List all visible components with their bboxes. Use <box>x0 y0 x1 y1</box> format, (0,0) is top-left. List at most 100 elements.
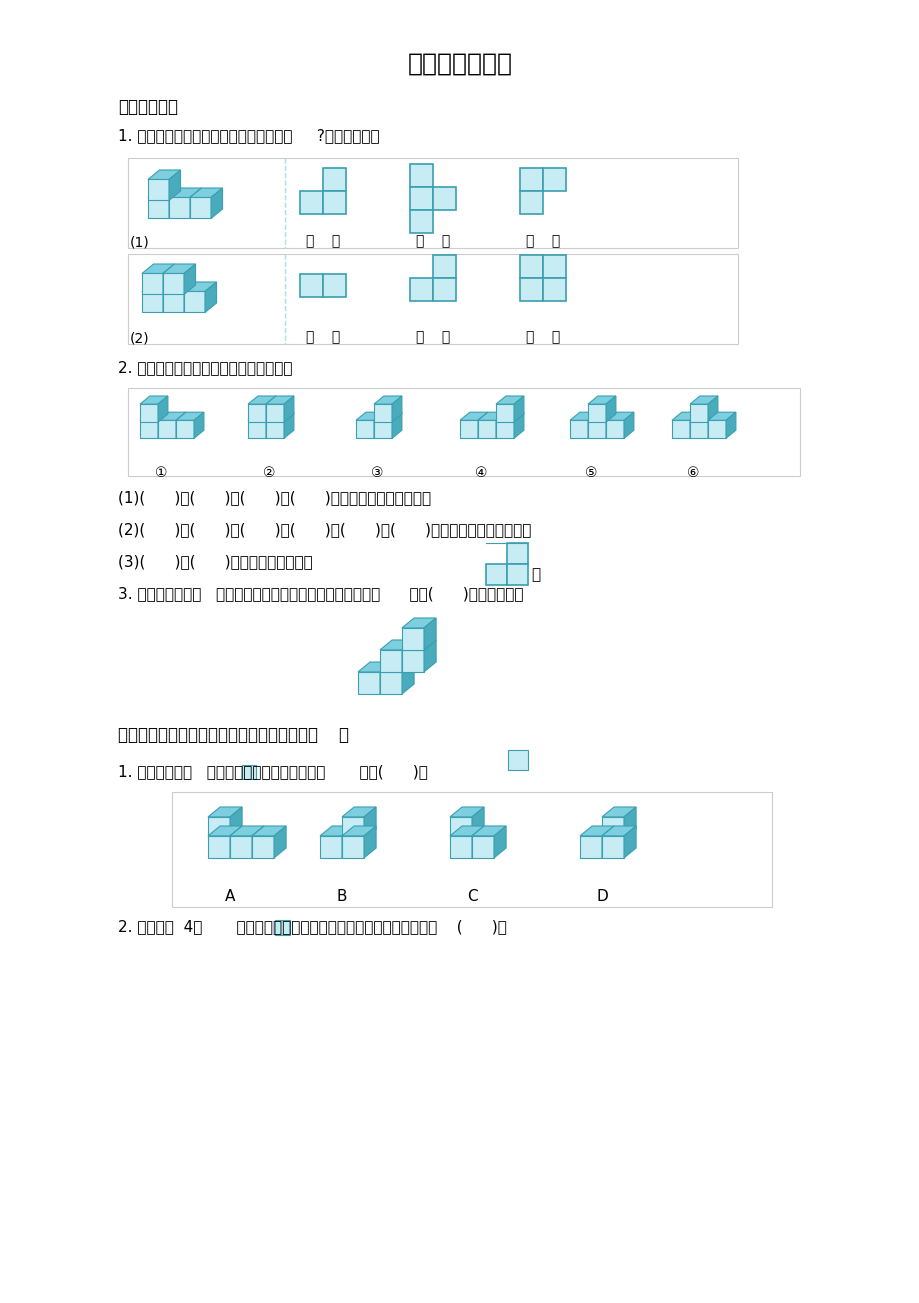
Polygon shape <box>587 412 597 438</box>
Polygon shape <box>140 396 168 404</box>
Polygon shape <box>601 817 623 839</box>
Polygon shape <box>708 412 717 438</box>
Polygon shape <box>471 807 483 839</box>
Polygon shape <box>689 396 717 404</box>
Text: 1. 右边的三幅图分别是从哪个方向看到的     ?填在括号里。: 1. 右边的三幅图分别是从哪个方向看到的 ?填在括号里。 <box>118 128 380 143</box>
Polygon shape <box>163 281 175 313</box>
Text: ⑤: ⑤ <box>584 466 597 480</box>
Polygon shape <box>158 412 186 421</box>
Polygon shape <box>519 278 542 301</box>
Text: （    ）: （ ） <box>526 235 560 248</box>
Polygon shape <box>689 412 699 438</box>
Polygon shape <box>587 396 615 404</box>
Polygon shape <box>519 192 542 214</box>
Polygon shape <box>248 404 266 422</box>
Polygon shape <box>357 672 380 694</box>
Polygon shape <box>342 807 376 817</box>
Polygon shape <box>689 404 708 422</box>
Polygon shape <box>230 826 242 857</box>
Polygon shape <box>460 421 478 438</box>
Text: 3. 添一个小正方体   ，使下面的几何体从左面看到的图形不变      ，有(      )种摆放方法。: 3. 添一个小正方体 ，使下面的几何体从左面看到的图形不变 ，有( )种摆放方法… <box>118 586 523 601</box>
Polygon shape <box>495 412 523 421</box>
Polygon shape <box>163 265 175 294</box>
Polygon shape <box>478 412 487 438</box>
Polygon shape <box>708 396 717 422</box>
Polygon shape <box>163 292 184 313</box>
Polygon shape <box>142 292 163 313</box>
Polygon shape <box>176 412 204 421</box>
Polygon shape <box>606 412 633 421</box>
Polygon shape <box>275 920 289 936</box>
Polygon shape <box>601 826 614 857</box>
Polygon shape <box>252 826 264 857</box>
Polygon shape <box>266 412 276 438</box>
Polygon shape <box>148 180 169 201</box>
Polygon shape <box>190 188 222 198</box>
Polygon shape <box>570 421 587 438</box>
Polygon shape <box>208 826 242 837</box>
Text: (2): (2) <box>130 332 150 347</box>
Text: (1): (1) <box>130 236 150 250</box>
Polygon shape <box>506 564 528 585</box>
Polygon shape <box>380 640 414 650</box>
Polygon shape <box>169 188 201 198</box>
Text: ①: ① <box>155 466 167 480</box>
Polygon shape <box>410 164 433 188</box>
Polygon shape <box>449 826 483 837</box>
Polygon shape <box>184 265 196 294</box>
Polygon shape <box>506 543 528 564</box>
Polygon shape <box>357 662 391 672</box>
Polygon shape <box>671 421 689 438</box>
Polygon shape <box>471 837 494 857</box>
Polygon shape <box>284 412 293 438</box>
Polygon shape <box>433 188 456 210</box>
Polygon shape <box>230 807 242 839</box>
Polygon shape <box>300 192 323 214</box>
Polygon shape <box>140 404 158 422</box>
Text: 。: 。 <box>530 567 539 582</box>
Text: ②: ② <box>263 466 276 480</box>
Text: (2)(      )和(      )，(      )和(      )，(      )和(      )从左面看到的图形相同。: (2)( )和( )，( )和( )，( )和( )从左面看到的图形相同。 <box>118 523 531 537</box>
Polygon shape <box>142 265 175 274</box>
Polygon shape <box>725 412 735 438</box>
Polygon shape <box>230 826 264 837</box>
Polygon shape <box>623 807 635 839</box>
Polygon shape <box>208 837 230 857</box>
Polygon shape <box>402 628 424 650</box>
Polygon shape <box>495 404 514 422</box>
Polygon shape <box>410 188 433 210</box>
Polygon shape <box>380 662 414 672</box>
Polygon shape <box>163 265 196 274</box>
Polygon shape <box>176 421 194 438</box>
Text: A: A <box>224 889 235 904</box>
Polygon shape <box>208 807 242 817</box>
Polygon shape <box>623 826 635 857</box>
Polygon shape <box>402 618 436 628</box>
Polygon shape <box>158 396 168 422</box>
Polygon shape <box>142 281 175 292</box>
Polygon shape <box>374 404 391 422</box>
Polygon shape <box>606 412 615 438</box>
Text: 2. 有一个由  4块       搭成的几何体，从正面看到的图形与左图一样的是    (      )。: 2. 有一个由 4块 搭成的几何体，从正面看到的图形与左图一样的是 ( )。 <box>118 919 506 934</box>
Polygon shape <box>424 640 436 672</box>
Polygon shape <box>163 274 184 294</box>
Polygon shape <box>169 198 190 219</box>
Polygon shape <box>252 837 274 857</box>
Polygon shape <box>194 412 204 438</box>
Polygon shape <box>242 765 255 779</box>
Polygon shape <box>140 412 168 421</box>
Polygon shape <box>519 168 542 192</box>
Polygon shape <box>176 412 186 438</box>
Polygon shape <box>323 274 346 297</box>
Polygon shape <box>374 421 391 438</box>
Polygon shape <box>248 396 276 404</box>
Polygon shape <box>266 396 276 422</box>
Polygon shape <box>208 817 230 839</box>
Polygon shape <box>449 837 471 857</box>
Polygon shape <box>587 412 615 421</box>
Polygon shape <box>300 274 323 297</box>
Polygon shape <box>169 188 180 219</box>
Text: （    ）: （ ） <box>415 330 449 344</box>
Polygon shape <box>494 826 505 857</box>
Polygon shape <box>356 421 374 438</box>
